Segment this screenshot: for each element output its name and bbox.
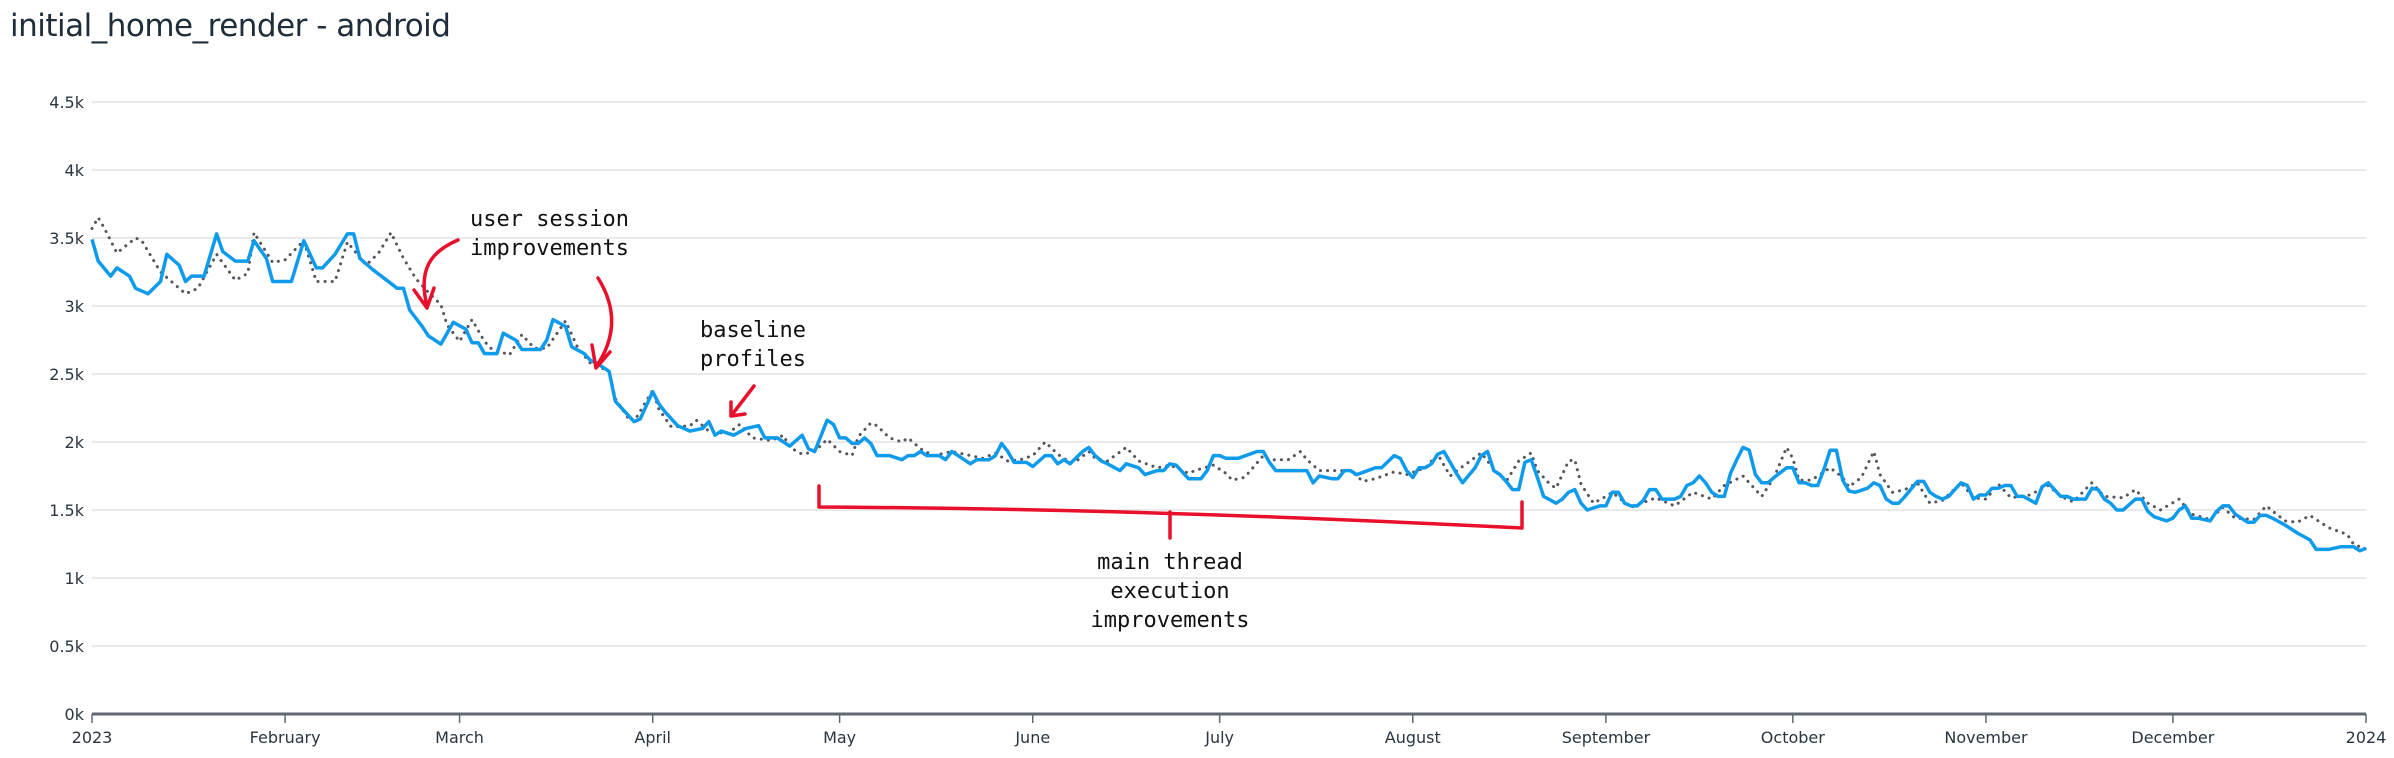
annotation-text-line: execution <box>1110 579 1229 604</box>
annotation-text-line: main thread <box>1097 550 1243 575</box>
x-tick-label: February <box>250 728 321 747</box>
annotation-text-line: profiles <box>700 347 806 372</box>
annotation-text-line: user session <box>470 207 629 232</box>
series <box>90 216 2368 553</box>
y-tick-label: 0k <box>65 705 85 724</box>
x-tick-label: 2023 <box>72 728 113 747</box>
series-dotted <box>90 216 2368 551</box>
x-axis: 2023 February March April May June July August S… <box>72 712 2387 747</box>
series-line <box>90 216 2368 551</box>
x-tick-label: August <box>1385 728 1441 747</box>
annotation-arrow-icon <box>590 276 614 370</box>
annotation-text-line: improvements <box>1091 608 1250 633</box>
y-tick-label: 4k <box>65 161 85 180</box>
y-tick-label: 2.5k <box>49 365 84 384</box>
x-tick-label: June <box>1014 728 1050 747</box>
x-tick-label: May <box>823 728 856 747</box>
annotation-user-session: user session improvements <box>412 207 629 370</box>
annotation-text-line: baseline <box>700 318 806 343</box>
y-tick-label: 0.5k <box>49 637 84 656</box>
y-tick-label: 1.5k <box>49 501 84 520</box>
chart-title: initial_home_render - android <box>10 8 451 44</box>
annotation-baseline-profiles: baseline profiles <box>700 318 806 418</box>
annotation-main-thread: main thread execution improvements <box>817 484 1524 633</box>
x-tick-label: November <box>1944 728 2028 747</box>
y-tick-label: 1k <box>65 569 85 588</box>
annotation-bracket <box>817 484 1524 540</box>
annotation-arrow-icon <box>412 238 460 310</box>
series-solid <box>90 232 2367 553</box>
x-tick-label: March <box>435 728 484 747</box>
series-line <box>90 232 2367 553</box>
x-tick-label: 2024 <box>2346 728 2387 747</box>
y-axis-ticks: 0k 0.5k 1k 1.5k 2k 2.5k 3k 3.5k 4k 4.5k <box>49 93 84 724</box>
x-tick-label: September <box>1562 728 1651 747</box>
y-tick-label: 4.5k <box>49 93 84 112</box>
gridlines <box>92 101 2366 647</box>
x-tick-label: October <box>1761 728 1825 747</box>
x-tick-label: April <box>634 728 671 747</box>
annotation-text-line: improvements <box>470 236 629 261</box>
x-tick-label: July <box>1204 728 1234 747</box>
y-tick-label: 3.5k <box>49 229 84 248</box>
x-tick-label: December <box>2131 728 2214 747</box>
annotation-arrow-icon <box>729 384 756 418</box>
y-tick-label: 3k <box>65 297 85 316</box>
y-tick-label: 2k <box>65 433 85 452</box>
